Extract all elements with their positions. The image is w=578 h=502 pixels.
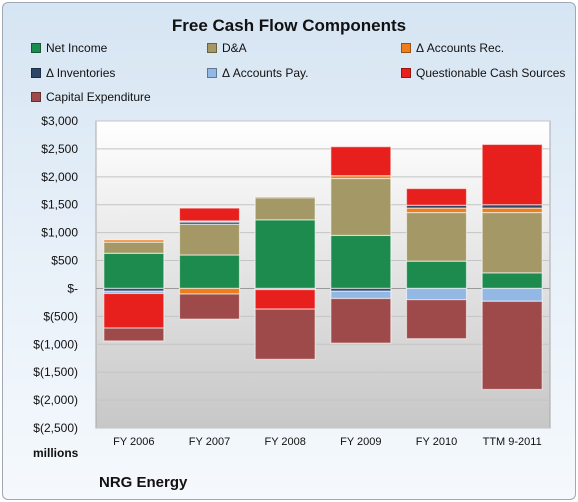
bar-segment bbox=[254, 196, 316, 221]
y-tick-label: $- bbox=[67, 281, 78, 295]
bar-segment bbox=[254, 308, 316, 360]
legend-label: Net Income bbox=[46, 41, 108, 55]
bar-segment bbox=[254, 196, 316, 199]
bar-segment bbox=[481, 287, 543, 302]
y-axis: $3,000 $2,500 $2,000 $1,500 $1,000 $500 $- $(50… bbox=[33, 114, 78, 435]
legend-item-da: D&A bbox=[207, 41, 247, 55]
bar-segment bbox=[103, 292, 165, 329]
bar-segment bbox=[405, 287, 468, 301]
y-tick-label: $(1,000) bbox=[33, 337, 78, 351]
x-tick-label: FY 2009 bbox=[340, 436, 381, 448]
bar-segment bbox=[330, 234, 392, 290]
units-label: millions bbox=[33, 446, 79, 460]
legend-swatch bbox=[207, 68, 217, 78]
bar-segment bbox=[330, 290, 392, 300]
bar-segment bbox=[254, 219, 316, 290]
legend-item-questionable-cash: Questionable Cash Sources bbox=[401, 66, 565, 80]
legend-item-capital-expenditure: Capital Expenditure bbox=[31, 90, 151, 104]
bar-segment bbox=[405, 299, 468, 340]
bar-segment bbox=[103, 252, 165, 290]
y-tick-label: $1,000 bbox=[41, 226, 78, 240]
bar-segment bbox=[103, 239, 165, 243]
legend-label: D&A bbox=[222, 41, 247, 55]
legend-item-accounts-rec: Δ Accounts Rec. bbox=[401, 41, 504, 55]
y-tick-label: $1,500 bbox=[41, 198, 78, 212]
legend-swatch bbox=[31, 43, 41, 53]
company-name: NRG Energy bbox=[99, 474, 188, 491]
legend-swatch bbox=[31, 92, 41, 102]
legend-swatch bbox=[31, 68, 41, 78]
bar-segment bbox=[103, 241, 165, 254]
legend-label: Δ Accounts Rec. bbox=[416, 41, 505, 55]
bar-segment bbox=[481, 272, 543, 290]
bar-segment bbox=[481, 207, 543, 214]
bar-segment bbox=[481, 300, 543, 391]
legend-swatch bbox=[401, 43, 411, 53]
bar-segment bbox=[481, 143, 543, 206]
legend-swatch bbox=[401, 68, 411, 78]
bar-segment bbox=[103, 327, 165, 342]
bar-segment bbox=[330, 177, 392, 237]
legend-label: Δ Accounts Pay. bbox=[222, 66, 309, 80]
bars bbox=[103, 143, 543, 391]
x-tick-label: FY 2006 bbox=[113, 436, 154, 448]
y-tick-label: $(500) bbox=[43, 309, 78, 323]
y-tick-label: $(2,000) bbox=[33, 393, 78, 407]
gridlines bbox=[96, 120, 550, 429]
bar-segment bbox=[405, 211, 468, 262]
legend-item-net-income: Net Income bbox=[31, 41, 107, 55]
y-tick-label: $500 bbox=[51, 254, 78, 268]
legend-label: Δ Inventories bbox=[46, 66, 116, 80]
bar-segment bbox=[330, 297, 392, 344]
y-tick-label: $3,000 bbox=[41, 114, 78, 128]
bar-segment bbox=[178, 293, 241, 320]
legend-item-inventories: Δ Inventories bbox=[31, 66, 115, 80]
x-tick-label: FY 2008 bbox=[264, 436, 305, 448]
bar-segment bbox=[330, 146, 392, 177]
bar-segment bbox=[178, 254, 241, 290]
x-axis: FY 2006 FY 2007 FY 2008 FY 2009 FY 2010 TTM 9… bbox=[113, 436, 542, 448]
legend-swatch bbox=[207, 43, 217, 53]
y-tick-label: $(2,500) bbox=[33, 421, 78, 435]
x-tick-label: FY 2010 bbox=[416, 436, 457, 448]
plot-area bbox=[95, 120, 551, 429]
bar-segment bbox=[178, 287, 241, 295]
x-tick-label: TTM 9-2011 bbox=[483, 436, 542, 448]
x-tick-label: FY 2007 bbox=[189, 436, 230, 448]
y-tick-label: $2,000 bbox=[41, 170, 78, 184]
bar-segment bbox=[178, 207, 241, 222]
bar-segment bbox=[481, 211, 543, 274]
bar-segment bbox=[178, 223, 241, 256]
bar-segment bbox=[405, 187, 468, 206]
bar-segment bbox=[405, 260, 468, 290]
chart-title: Free Cash Flow Components bbox=[171, 16, 407, 35]
y-tick-label: $2,500 bbox=[41, 142, 78, 156]
legend-label: Capital Expenditure bbox=[46, 90, 151, 104]
legend-item-accounts-pay: Δ Accounts Pay. bbox=[207, 66, 309, 80]
y-tick-label: $(1,500) bbox=[33, 365, 78, 379]
legend-label: Questionable Cash Sources bbox=[416, 66, 566, 80]
bar-segment bbox=[254, 288, 316, 310]
bar-segment bbox=[405, 207, 468, 214]
